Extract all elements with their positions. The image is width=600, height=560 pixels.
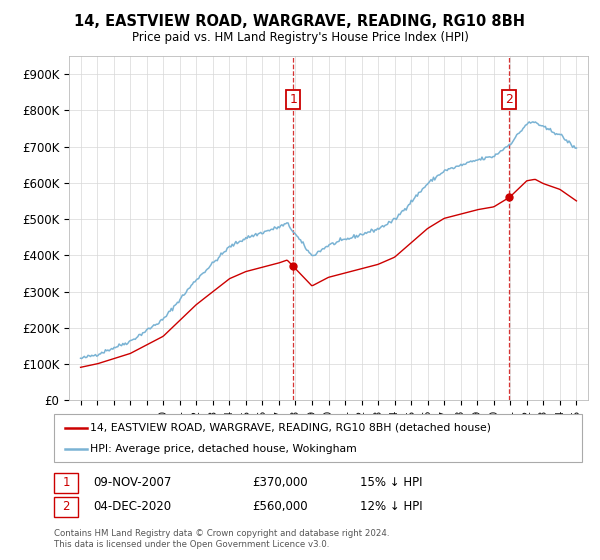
Text: 04-DEC-2020: 04-DEC-2020 [93,500,171,514]
Text: 14, EASTVIEW ROAD, WARGRAVE, READING, RG10 8BH (detached house): 14, EASTVIEW ROAD, WARGRAVE, READING, RG… [90,423,491,433]
Text: 09-NOV-2007: 09-NOV-2007 [93,476,172,489]
Text: 1: 1 [62,476,70,489]
Text: 2: 2 [62,500,70,514]
Text: £370,000: £370,000 [252,476,308,489]
Text: Price paid vs. HM Land Registry's House Price Index (HPI): Price paid vs. HM Land Registry's House … [131,31,469,44]
Text: Contains HM Land Registry data © Crown copyright and database right 2024.
This d: Contains HM Land Registry data © Crown c… [54,529,389,549]
Text: HPI: Average price, detached house, Wokingham: HPI: Average price, detached house, Woki… [90,444,357,454]
Text: 2: 2 [505,93,513,106]
Text: 1: 1 [289,93,297,106]
Text: 14, EASTVIEW ROAD, WARGRAVE, READING, RG10 8BH: 14, EASTVIEW ROAD, WARGRAVE, READING, RG… [74,14,526,29]
Text: 12% ↓ HPI: 12% ↓ HPI [360,500,422,514]
Text: £560,000: £560,000 [252,500,308,514]
Text: 15% ↓ HPI: 15% ↓ HPI [360,476,422,489]
